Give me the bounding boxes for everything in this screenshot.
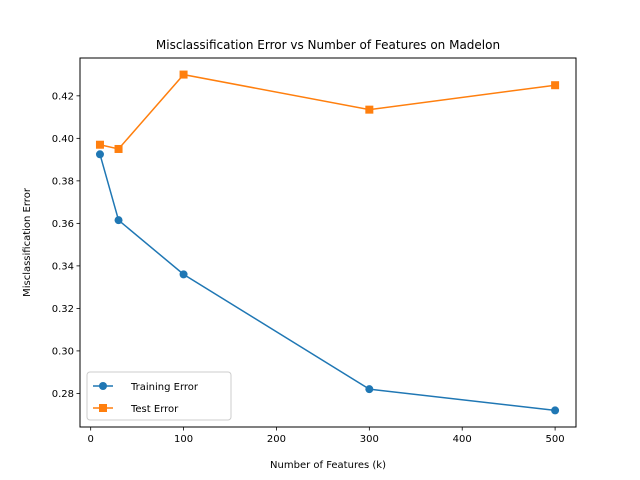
- x-tick-label: 300: [360, 434, 379, 445]
- legend-label: Test Error: [130, 404, 179, 415]
- y-tick-label: 0.40: [52, 134, 74, 145]
- axes-frame: [79, 57, 577, 428]
- data-point: [95, 140, 104, 149]
- x-tick-label: 200: [267, 434, 286, 445]
- x-tick-label: 0: [87, 434, 93, 445]
- x-axis-ticks: 0 100 200 300 400 500: [87, 427, 565, 445]
- y-axis-label: Misclassification Error: [22, 187, 33, 297]
- y-tick-label: 0.42: [52, 91, 74, 102]
- data-point: [551, 406, 560, 415]
- data-point: [95, 150, 104, 159]
- legend-marker: [99, 404, 107, 412]
- plot-area: [95, 70, 560, 415]
- x-tick-label: 100: [174, 434, 193, 445]
- data-point: [365, 385, 374, 394]
- legend: Training Error Test Error: [86, 371, 232, 421]
- x-tick-label: 400: [453, 434, 472, 445]
- y-tick-label: 0.38: [52, 176, 74, 187]
- legend-box: [86, 371, 232, 421]
- y-tick-label: 0.28: [52, 389, 74, 400]
- y-tick-label: 0.30: [52, 346, 74, 357]
- y-tick-label: 0.32: [52, 304, 74, 315]
- data-point: [551, 81, 560, 90]
- data-point: [114, 216, 123, 225]
- y-tick-label: 0.36: [52, 219, 74, 230]
- chart-title: Misclassification Error vs Number of Fea…: [156, 38, 500, 52]
- x-axis-label: Number of Features (k): [270, 460, 386, 471]
- data-point: [179, 270, 188, 279]
- x-tick-label: 500: [546, 434, 565, 445]
- y-axis-ticks: 0.28 0.30 0.32 0.34 0.36 0.38 0.40 0.42: [52, 91, 80, 400]
- data-point: [179, 70, 188, 79]
- y-tick-label: 0.34: [52, 261, 74, 272]
- data-point: [365, 105, 374, 114]
- legend-marker: [99, 382, 107, 390]
- data-point: [114, 144, 123, 153]
- legend-label: Training Error: [130, 382, 199, 393]
